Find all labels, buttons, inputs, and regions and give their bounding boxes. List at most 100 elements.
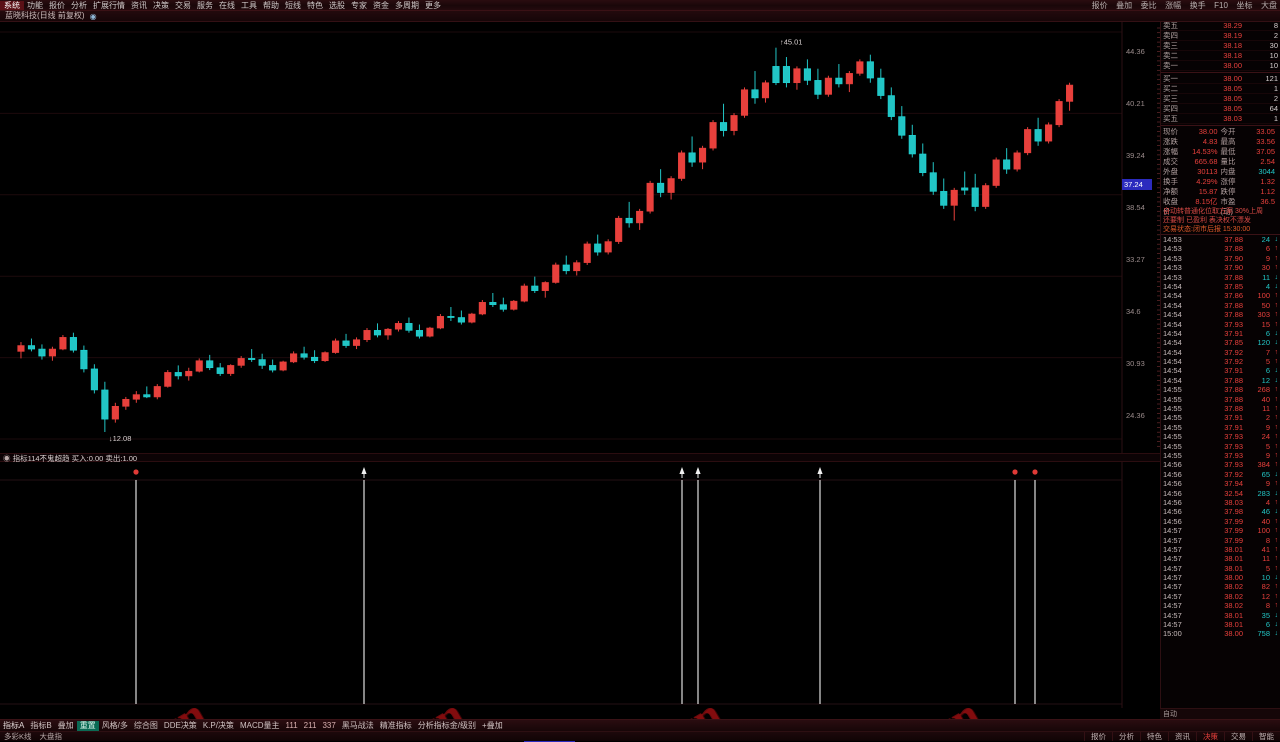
menu-item-12[interactable]: 短线 (285, 0, 301, 10)
toolbar-num-2[interactable]: 337 (322, 720, 336, 730)
menu-item-15[interactable]: 专家 (351, 0, 367, 10)
menu-item-9[interactable]: 在线 (219, 0, 235, 10)
tick-row[interactable]: 14:53 37.90 9 ↑ (1161, 254, 1280, 263)
toolbar-item-kp[interactable]: K.P/决策 (202, 720, 234, 730)
indicator-toolbar[interactable]: 指标A 指标B 叠加 重置 风格/多 综合图 DDE决策 K.P/决策 MACD… (0, 719, 1280, 731)
status-cell-6[interactable]: 智能 (1252, 732, 1280, 741)
ask-row[interactable]: 卖四 38.19 2 (1161, 31, 1280, 41)
status-cell-5[interactable]: 交易 (1224, 732, 1252, 741)
menu-item-16[interactable]: 资金 (373, 0, 389, 10)
main-candlestick-chart[interactable]: ↑45.01 ↓12.08 44.36 40.21 39.24 38.54 33.27 34.… (0, 22, 1160, 453)
tick-row[interactable]: 14:53 37.90 30 ↑ (1161, 263, 1280, 272)
toolbar-tail-0[interactable]: 黑马战法 (341, 720, 374, 730)
tick-row[interactable]: 14:55 37.93 5 ↑ (1161, 442, 1280, 451)
tick-row[interactable]: 14:55 37.88 40 ↑ (1161, 395, 1280, 404)
menu-item-2[interactable]: 报价 (49, 0, 65, 10)
menu-item-0[interactable]: 系统 (0, 0, 24, 10)
tick-row[interactable]: 14:55 37.93 24 ↑ (1161, 432, 1280, 441)
tick-row[interactable]: 14:53 37.88 11 ↓ (1161, 273, 1280, 282)
tick-row[interactable]: 14:57 38.01 35 ↓ (1161, 611, 1280, 620)
tick-row[interactable]: 14:56 37.94 9 ↑ (1161, 479, 1280, 488)
menu-right-7[interactable]: 大盘 (1261, 1, 1277, 10)
tick-row[interactable]: 14:56 37.99 40 ↑ (1161, 517, 1280, 526)
tick-row[interactable]: 14:56 32.54 283 ↓ (1161, 489, 1280, 498)
status-cell-2[interactable]: 特色 (1140, 732, 1168, 741)
menu-item-6[interactable]: 决策 (153, 0, 169, 10)
bid-row[interactable]: 买四 38.05 64 (1161, 104, 1280, 114)
bid-row[interactable]: 买三 38.05 2 (1161, 94, 1280, 104)
menu-item-13[interactable]: 特色 (307, 0, 323, 10)
menu-right-3[interactable]: 涨幅 (1165, 1, 1182, 10)
tick-row[interactable]: 14:56 37.98 46 ↓ (1161, 507, 1280, 516)
main-menu-bar[interactable]: 系统 功能 报价 分析 扩展行情 资讯 决策 交易 服务 在线 工具 帮助 短线… (0, 0, 1280, 11)
tick-row[interactable]: 14:57 38.00 10 ↓ (1161, 573, 1280, 582)
menu-item-7[interactable]: 交易 (175, 0, 191, 10)
tick-row[interactable]: 14:57 38.01 11 ↑ (1161, 554, 1280, 563)
toolbar-item-0[interactable]: 指标A (3, 720, 25, 730)
tick-row[interactable]: 14:57 38.01 6 ↓ (1161, 620, 1280, 629)
tick-row[interactable]: 14:54 37.88 12 ↓ (1161, 376, 1280, 385)
menu-item-17[interactable]: 多周期 (395, 0, 419, 10)
toolbar-item-4[interactable]: 风格/多 (101, 720, 128, 730)
toolbar-item-dde[interactable]: DDE决策 (163, 720, 197, 730)
tick-row[interactable]: 14:54 37.92 7 ↑ (1161, 348, 1280, 357)
toolbar-tail-3[interactable]: +叠加 (482, 720, 503, 730)
tick-row[interactable]: 14:57 38.02 12 ↑ (1161, 592, 1280, 601)
menu-right-5[interactable]: F10 (1214, 1, 1228, 10)
tick-row[interactable]: 14:55 37.88 268 ↑ (1161, 385, 1280, 394)
globe-icon[interactable]: ◉ (89, 11, 97, 21)
subchart-label-bar[interactable]: ◉ 指标114不鬼超趋 买入:0.00 卖出:1.00 (0, 453, 1160, 463)
menu-right-2[interactable]: 委比 (1140, 1, 1157, 10)
menu-right-4[interactable]: 换手 (1189, 1, 1206, 10)
status-cell-0[interactable]: 报价 (1084, 732, 1112, 741)
chart-area[interactable]: ↑45.01 ↓12.08 44.36 40.21 39.24 38.54 33.27 34.… (0, 22, 1160, 742)
menu-right-1[interactable]: 叠加 (1116, 1, 1133, 10)
tick-row[interactable]: 14:53 37.88 24 ↓ (1161, 235, 1280, 244)
tick-row[interactable]: 14:54 37.91 6 ↓ (1161, 366, 1280, 375)
notice-line[interactable]: 还要制 已盈利 表决权不漂发 (1163, 217, 1251, 224)
tick-row[interactable]: 14:53 37.88 6 ↑ (1161, 244, 1280, 253)
bid-row[interactable]: 买五 38.03 1 (1161, 114, 1280, 124)
menu-item-18[interactable]: 更多 (425, 0, 441, 10)
menu-item-11[interactable]: 帮助 (263, 0, 279, 10)
toolbar-item-5[interactable]: 综合图 (133, 720, 158, 730)
toolbar-num-0[interactable]: 111 (285, 720, 298, 730)
tick-row[interactable]: 14:54 37.88 303 ↑ (1161, 310, 1280, 319)
tick-row[interactable]: 15:00 38.00 758 ↓ (1161, 629, 1280, 638)
menu-item-5[interactable]: 资讯 (131, 0, 147, 10)
document-tab-bar[interactable]: 蓝晓科技(日线 前复权) ◉ (0, 11, 1280, 22)
tick-row[interactable]: 14:54 37.93 15 ↑ (1161, 320, 1280, 329)
tick-row[interactable]: 14:56 38.03 4 ↑ (1161, 498, 1280, 507)
tick-trade-list[interactable]: 14:53 37.88 24 ↓ 14:53 37.88 6 ↑ 14:53 37.90 9 ↑ 14:… (1161, 234, 1280, 639)
status-cell-1[interactable]: 分析 (1112, 732, 1140, 741)
announcement-area[interactable]: 自动转普通化位取方案 30%上周 还要制 已盈利 表决权不漂发 交易状态:闭市后… (1161, 207, 1280, 234)
menu-item-1[interactable]: 功能 (27, 0, 43, 10)
tick-row[interactable]: 14:55 37.93 9 ↑ (1161, 451, 1280, 460)
toolbar-item-macd[interactable]: MACD量主 (239, 720, 280, 730)
tick-row[interactable]: 14:55 37.91 2 ↑ (1161, 413, 1280, 422)
notice-line-status[interactable]: 交易状态:闭市后报 15:30:00 (1163, 226, 1251, 233)
tick-row[interactable]: 14:56 37.93 384 ↑ (1161, 460, 1280, 469)
menu-item-14[interactable]: 选股 (329, 0, 345, 10)
status-cell-4[interactable]: 决策 (1196, 732, 1224, 741)
ask-row[interactable]: 卖三 38.18 30 (1161, 41, 1280, 51)
tick-row[interactable]: 14:56 37.92 65 ↓ (1161, 470, 1280, 479)
status-bar[interactable]: 多彩K线 大盘指 报价 分析 特色 资讯 决策 交易 智能 (0, 731, 1280, 741)
status-cell-3[interactable]: 资讯 (1168, 732, 1196, 741)
tick-row[interactable]: 14:55 37.91 9 ↑ (1161, 423, 1280, 432)
toolbar-tail-1[interactable]: 精准指标 (379, 720, 412, 730)
quote-panel[interactable]: 300857 蓝晓科技 卖价 53.68% 134 卖五 38.29 8 卖四 … (1160, 0, 1280, 715)
toolbar-num-1[interactable]: 211 (303, 720, 317, 730)
menu-item-10[interactable]: 工具 (241, 0, 257, 10)
toolbar-item-reset[interactable]: 重置 (76, 720, 99, 731)
ask-row[interactable]: 卖二 38.18 10 (1161, 51, 1280, 61)
menu-right-6[interactable]: 坐标 (1236, 1, 1253, 10)
toolbar-tail-2[interactable]: 分析指标金/级别 (417, 720, 477, 730)
indicator-subchart[interactable] (0, 462, 1160, 708)
quote-panel-footer[interactable]: 自动 (1160, 708, 1280, 719)
bid-row[interactable]: 买二 38.05 1 (1161, 84, 1280, 94)
menu-item-8[interactable]: 服务 (197, 0, 213, 10)
tick-row[interactable]: 14:57 38.02 8 ↑ (1161, 601, 1280, 610)
notice-line[interactable]: 自动转普通化位取方案 30%上周 (1163, 208, 1263, 215)
ask-row[interactable]: 卖五 38.29 8 (1161, 21, 1280, 31)
